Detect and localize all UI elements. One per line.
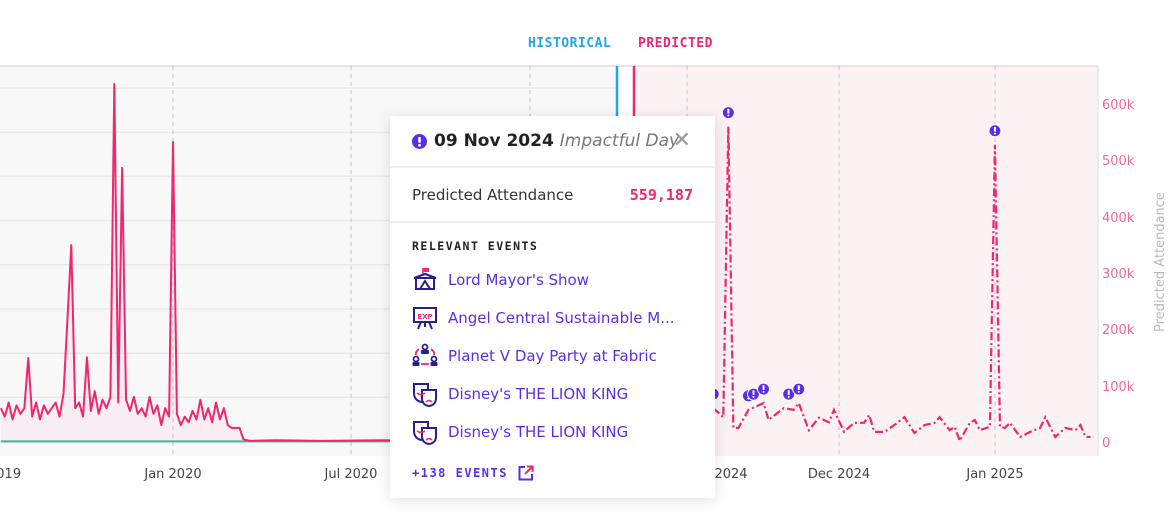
day-tooltip: 09 Nov 2024 Impactful Day ✕ Predicted At… xyxy=(390,116,715,498)
alert-icon-dot xyxy=(752,395,755,398)
event-link[interactable]: Planet V Day Party at Fabric xyxy=(448,347,657,365)
event-item[interactable]: EXP Angel Central Sustainable M... xyxy=(412,299,693,337)
theatre-masks-icon xyxy=(413,421,437,445)
svg-text:EXP: EXP xyxy=(417,313,432,321)
legend-predicted[interactable]: PREDICTED xyxy=(638,36,713,51)
predicted-attendance-line xyxy=(712,126,1091,444)
metric-label: Predicted Attendance xyxy=(412,185,574,204)
impactful-day-marker[interactable] xyxy=(757,382,771,396)
x-tick-2024: 2024 xyxy=(714,467,747,482)
x-tick-jan-2025: Jan 2025 xyxy=(965,467,1023,482)
alert-icon-dot xyxy=(993,132,996,135)
relevant-events: RELEVANT EVENTS Lord Mayor's Show EXP An… xyxy=(390,223,715,481)
x-tick-dec-2024: Dec 2024 xyxy=(808,467,870,482)
impactful-day-marker[interactable] xyxy=(721,106,735,120)
alert-icon-dot xyxy=(797,390,800,393)
impactful-day-marker[interactable] xyxy=(792,382,806,396)
y-tick-400k: 400k xyxy=(1102,211,1135,226)
tooltip-metric-row: Predicted Attendance 559,187 xyxy=(390,168,715,223)
x-tick-2019: 2019 xyxy=(0,467,21,482)
event-link[interactable]: Disney's THE LION KING xyxy=(448,385,629,403)
alert-icon-bar xyxy=(993,126,996,132)
tooltip-day-type: Impactful Day xyxy=(559,131,680,151)
y-tick-0: 0 xyxy=(1102,436,1110,451)
y-tick-600k: 600k xyxy=(1102,98,1135,113)
event-link[interactable]: Lord Mayor's Show xyxy=(448,271,589,289)
alert-icon xyxy=(412,133,427,149)
relevant-events-title: RELEVANT EVENTS xyxy=(412,239,539,253)
y-tick-100k: 100k xyxy=(1102,380,1135,395)
external-link-icon[interactable] xyxy=(518,465,534,481)
parade-float-icon xyxy=(413,268,437,290)
event-link[interactable]: Angel Central Sustainable M... xyxy=(448,309,675,327)
y-tick-300k: 300k xyxy=(1102,267,1135,282)
x-tick-jan-2020: Jan 2020 xyxy=(143,467,201,482)
x-tick-jul-2020: Jul 2020 xyxy=(324,467,378,482)
historical-attendance-line xyxy=(0,82,616,442)
alert-icon-bar xyxy=(752,390,755,395)
impactful-day-marker[interactable] xyxy=(782,387,796,401)
alert-icon-dot xyxy=(762,390,765,393)
alert-icon-dot xyxy=(787,395,790,398)
tooltip-date: 09 Nov 2024 xyxy=(434,131,554,151)
impactful-day-marker[interactable] xyxy=(988,124,1002,138)
alert-icon-bar xyxy=(762,385,765,390)
y-tick-200k: 200k xyxy=(1102,323,1135,338)
event-link[interactable]: Disney's THE LION KING xyxy=(448,423,629,441)
event-item[interactable]: Lord Mayor's Show xyxy=(412,261,693,299)
theatre-masks-icon xyxy=(413,383,437,407)
event-item[interactable]: Planet V Day Party at Fabric xyxy=(412,337,693,375)
y-tick-500k: 500k xyxy=(1102,154,1135,169)
more-events-label[interactable]: +138 EVENTS xyxy=(412,466,508,480)
alert-icon-bar xyxy=(787,390,790,395)
people-network-icon xyxy=(412,343,438,366)
event-item[interactable]: Disney's THE LION KING xyxy=(412,413,693,451)
expo-board-icon: EXP xyxy=(413,307,437,330)
alert-icon-dot xyxy=(727,114,730,117)
legend-historical[interactable]: HISTORICAL xyxy=(528,36,612,51)
close-icon[interactable]: ✕ xyxy=(672,128,691,153)
alert-icon-bar xyxy=(727,108,730,114)
more-events-link[interactable]: +138 EVENTS xyxy=(412,465,693,481)
event-item[interactable]: Disney's THE LION KING xyxy=(412,375,693,413)
tooltip-header: 09 Nov 2024 Impactful Day ✕ xyxy=(390,116,715,168)
metric-value: 559,187 xyxy=(629,185,693,204)
alert-icon-bar xyxy=(797,385,800,390)
y-axis-label: Predicted Attendance xyxy=(1153,192,1168,332)
